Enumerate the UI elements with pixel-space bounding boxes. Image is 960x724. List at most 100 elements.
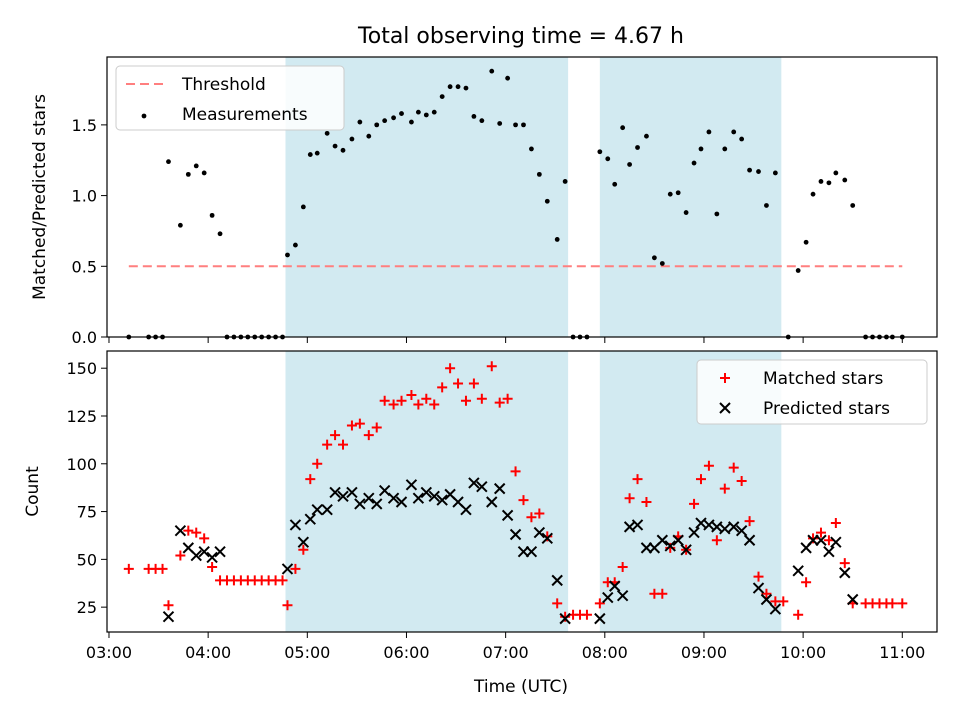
matched-star-point — [494, 397, 505, 408]
matched-star-point — [379, 395, 390, 406]
predicted-star-point — [823, 546, 835, 558]
matched-star-point — [163, 600, 174, 611]
predicted-star-point — [525, 546, 538, 558]
measurement-point — [193, 163, 199, 169]
measurement-point — [536, 171, 542, 177]
matched-star-point — [526, 512, 537, 523]
measurement-point — [842, 177, 848, 183]
measurement-point — [455, 84, 461, 90]
matched-star-point — [175, 550, 186, 561]
measurement-point — [357, 119, 363, 125]
predicted-star-point — [405, 479, 418, 491]
measurement-point — [166, 159, 171, 165]
matched-star-point — [330, 430, 341, 441]
matched-star-point — [897, 598, 908, 609]
predicted-star-point — [728, 521, 740, 533]
measurement-point — [314, 150, 320, 156]
matched-star-point — [689, 498, 700, 509]
predicted-star-point — [752, 582, 765, 594]
predicted-star-point — [190, 549, 202, 562]
predicted-star-point — [551, 574, 563, 587]
matched-star-point — [808, 533, 819, 544]
matched-star-point — [560, 611, 571, 622]
measurement-point — [489, 68, 495, 74]
matched-star-point — [282, 600, 293, 611]
matched-star-point — [801, 577, 812, 588]
matched-star-point — [778, 596, 789, 607]
measurement-point — [409, 119, 414, 125]
predicted-star-point — [664, 540, 676, 552]
predicted-star-point — [321, 503, 333, 516]
measurement-point — [562, 179, 568, 184]
matched-star-point — [338, 439, 349, 450]
predicted-star-point — [533, 526, 546, 539]
predicted-star-point — [847, 593, 859, 606]
measurement-point — [340, 147, 346, 153]
measurement-point — [177, 222, 183, 228]
measurement-point — [667, 191, 673, 197]
predicted-star-point — [719, 523, 731, 535]
measurement-point — [651, 255, 657, 261]
measurement-point — [366, 133, 372, 139]
matched-star-point — [594, 598, 605, 609]
x-tick-label: 09:00 — [681, 643, 727, 662]
predicted-star-point — [395, 496, 408, 508]
legend-matched-marker — [720, 373, 730, 383]
predicted-star-point — [304, 513, 316, 525]
matched-star-point — [207, 562, 218, 573]
measurement-point — [833, 170, 839, 176]
matched-star-point — [453, 378, 464, 389]
matched-star-point — [157, 563, 168, 574]
legend-measurement-marker — [141, 113, 147, 119]
top-panel: 0.0 0.5 1.0 1.5 Matched/Predicted stars Thres… — [30, 56, 938, 347]
predicted-star-point — [420, 486, 433, 499]
matched-star-point — [290, 563, 301, 574]
legend-label: Predicted stars — [763, 399, 890, 419]
measurement-point — [698, 146, 704, 152]
predicted-star-point — [760, 593, 773, 606]
measurement-point — [706, 129, 712, 135]
predicted-star-point — [631, 519, 644, 531]
matched-star-point — [371, 422, 382, 433]
axes-frame — [106, 56, 938, 338]
measurement-point — [497, 121, 503, 126]
y-tick-label: 0.0 — [72, 328, 97, 347]
measurement-point — [479, 118, 485, 124]
measurement-point — [795, 268, 801, 273]
predicted-star-point — [594, 612, 606, 625]
matched-star-point — [728, 462, 739, 473]
matched-star-point — [486, 361, 497, 372]
matched-star-point — [199, 533, 210, 544]
matched-star-point — [396, 395, 407, 406]
matched-star-point — [719, 483, 730, 494]
matched-star-point — [665, 542, 676, 553]
predicted-star-point — [363, 492, 375, 504]
measurement-point — [293, 242, 298, 248]
chart-title: Total observing time = 4.67 h — [357, 24, 684, 49]
measurement-point — [374, 122, 380, 128]
predicted-star-point — [735, 524, 748, 537]
measurement-point — [300, 204, 306, 210]
matched-star-point — [123, 563, 134, 574]
matched-star-point — [753, 571, 764, 582]
measurement-point — [803, 239, 809, 245]
matched-star-point — [695, 474, 706, 485]
measurement-point — [201, 170, 207, 176]
predicted-star-point — [428, 490, 440, 502]
predicted-star-point — [509, 528, 522, 541]
predicted-star-point — [337, 490, 349, 502]
measurement-point — [810, 191, 816, 197]
predicted-star-point — [371, 498, 383, 510]
x-tick-label: 04:00 — [185, 643, 231, 662]
x-axis-label: Time (UTC) — [473, 677, 568, 697]
y-tick-label: 1.5 — [72, 116, 97, 135]
predicted-star-point — [493, 482, 506, 495]
predicted-star-point — [743, 534, 756, 546]
measurement-point — [423, 112, 429, 118]
measurement-point — [620, 125, 626, 131]
matched-star-point — [445, 363, 456, 374]
measurement-point — [415, 109, 421, 115]
predicted-star-point — [297, 536, 310, 548]
measurement-point — [447, 84, 453, 90]
matched-star-point — [518, 495, 529, 506]
